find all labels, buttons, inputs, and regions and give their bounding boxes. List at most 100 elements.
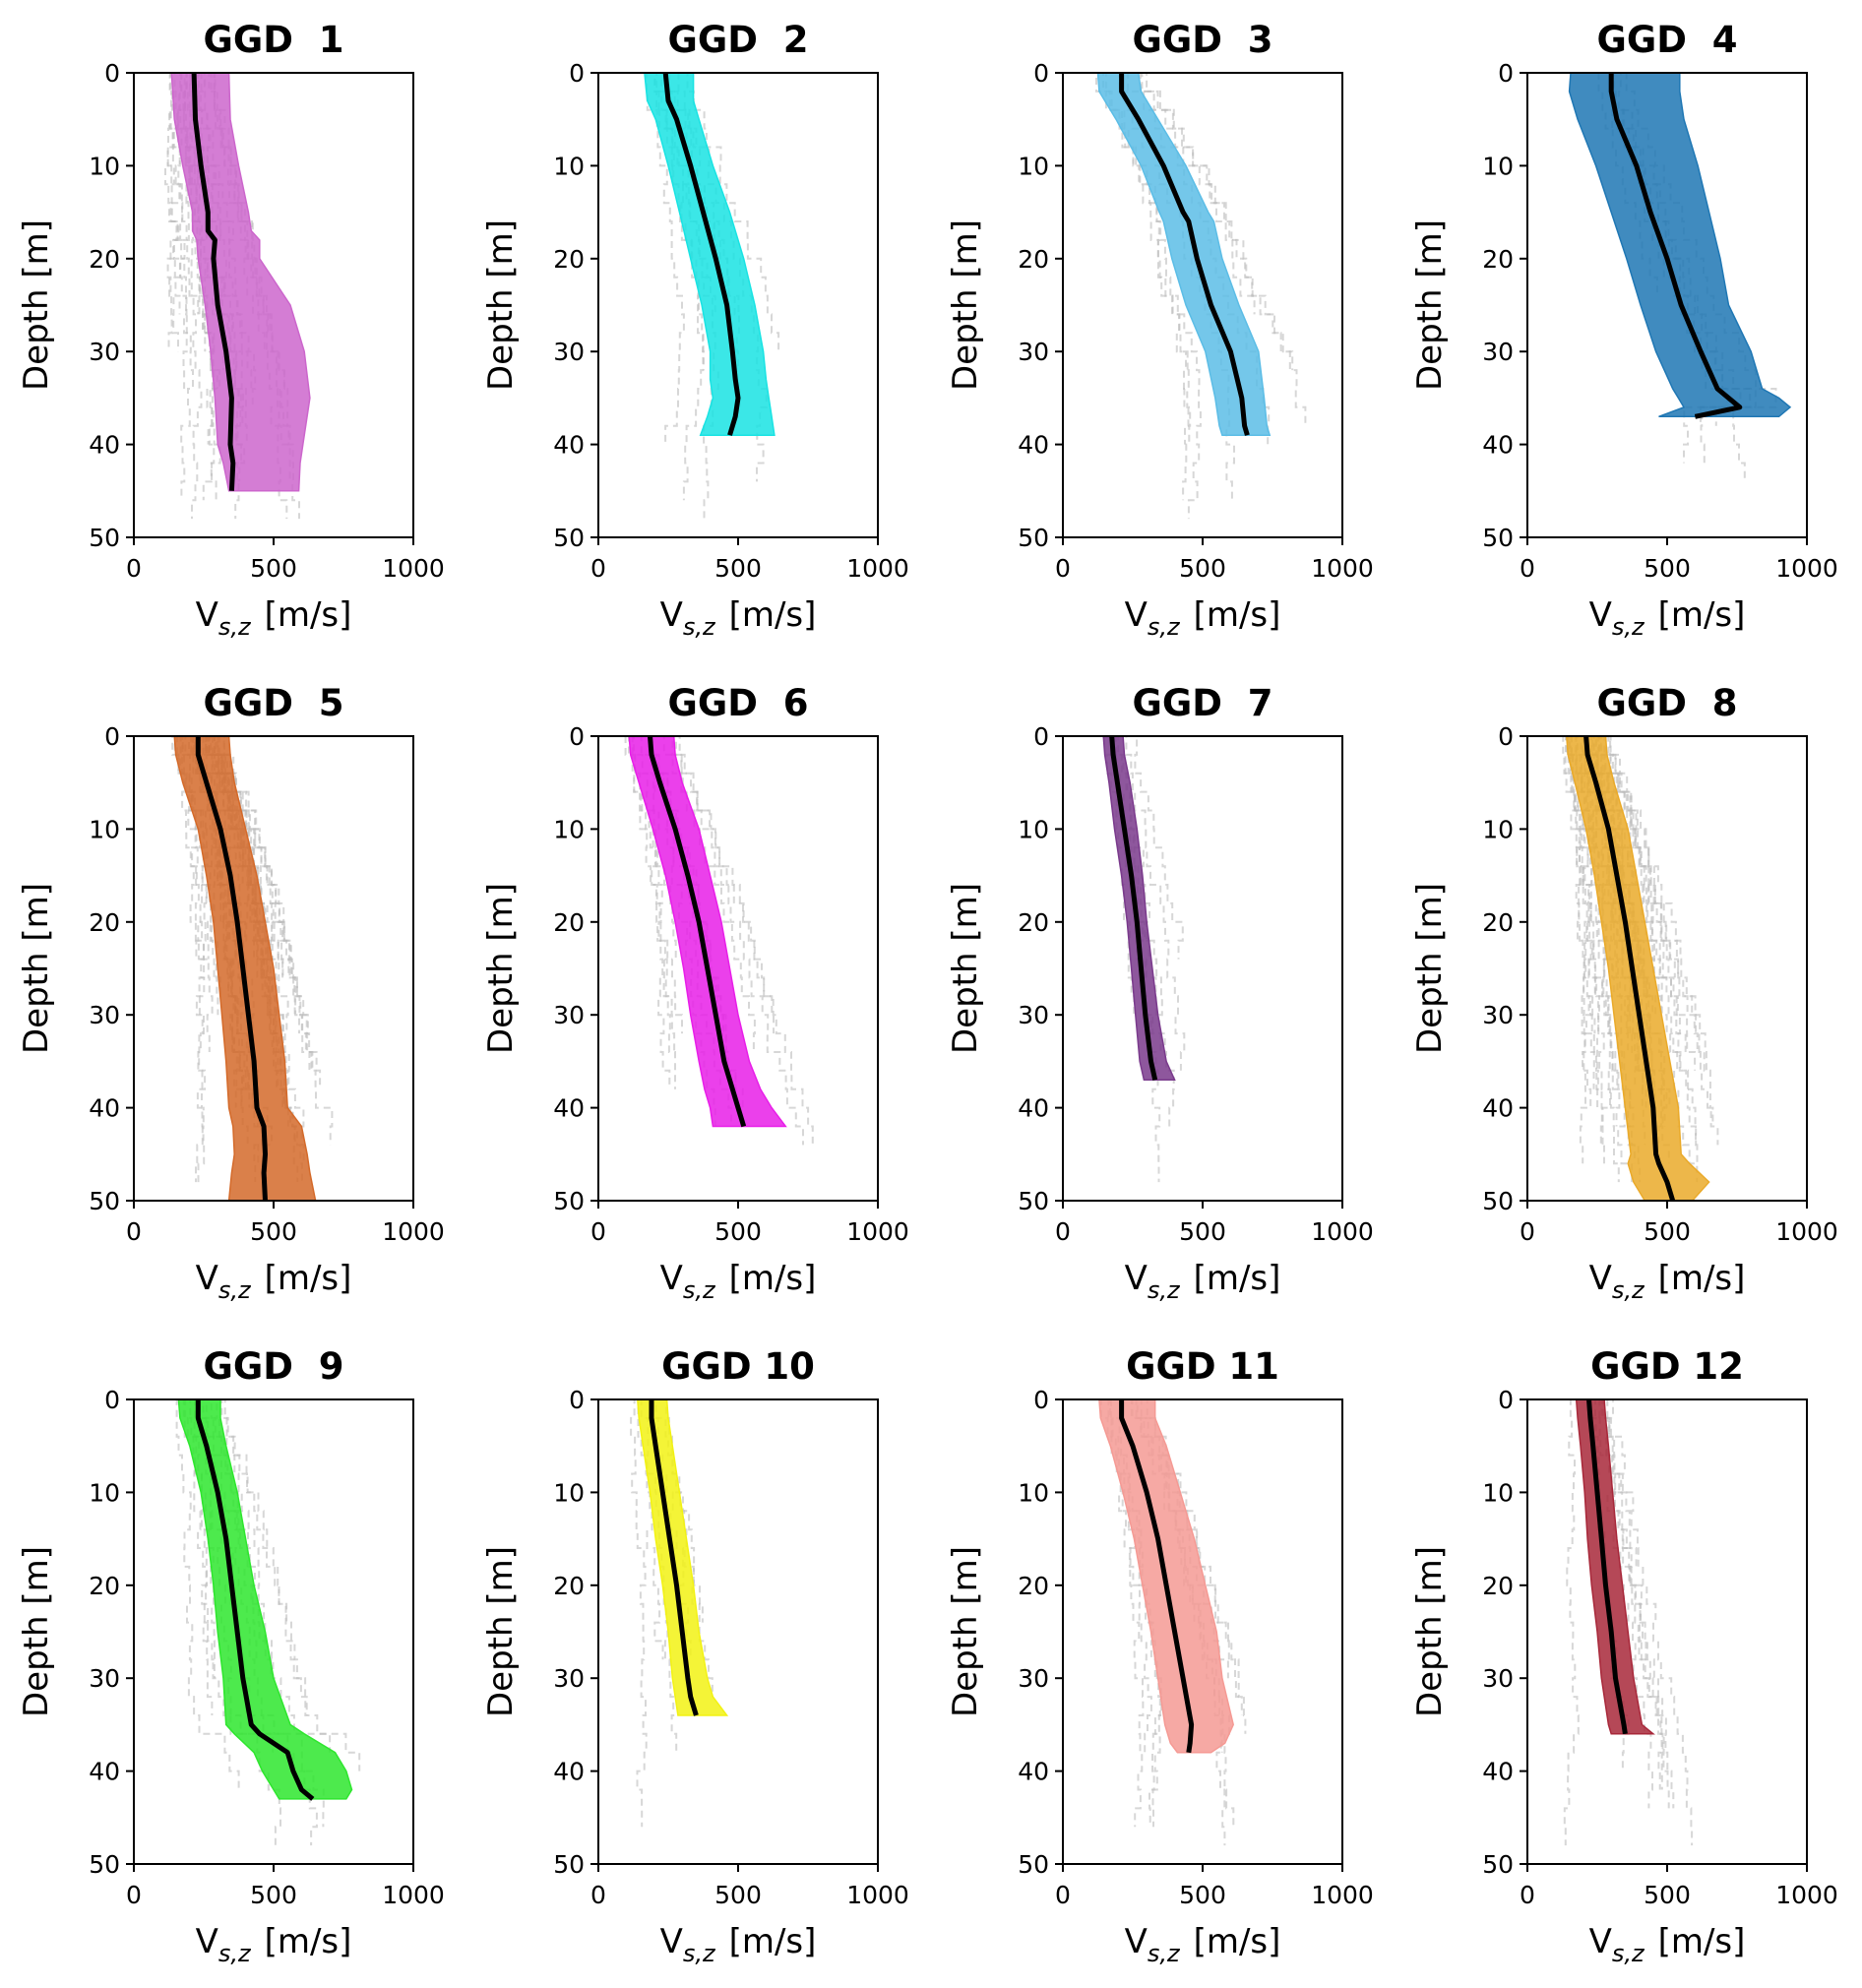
axes-frame <box>597 1398 879 1865</box>
background-profile <box>1144 1399 1243 1715</box>
y-tick-label: 30 <box>1018 1664 1049 1693</box>
median-vs-profile <box>1583 736 1676 1201</box>
x-tick-label: 500 <box>250 1217 297 1246</box>
y-tick-label: 40 <box>89 1758 120 1786</box>
vs-range-band <box>177 1399 353 1800</box>
x-tick-label: 500 <box>1644 1881 1691 1909</box>
x-axis-label: Vs,z [m/s] <box>1125 1259 1281 1304</box>
y-tick-label: 50 <box>89 524 120 552</box>
background-profile <box>1563 1399 1580 1846</box>
x-axis-label-main: V <box>1589 1922 1612 1961</box>
y-tick-label: 30 <box>89 338 120 366</box>
subplot-title: GGD 9 <box>204 1345 344 1388</box>
y-tick-label: 10 <box>1018 152 1049 180</box>
vs-range-band <box>628 736 787 1128</box>
plot-area <box>1568 73 1792 482</box>
plot-area <box>1562 736 1719 1201</box>
x-tick-label: 1000 <box>1775 1217 1838 1246</box>
x-tick-label: 0 <box>126 1881 142 1909</box>
y-tick-label: 50 <box>1482 1850 1514 1879</box>
y-tick-label: 10 <box>1018 815 1049 843</box>
background-profile <box>1567 736 1611 1164</box>
y-tick-label: 50 <box>553 1850 585 1879</box>
background-profile <box>1601 736 1719 1146</box>
median-vs-profile <box>648 736 747 1128</box>
background-profile <box>631 736 683 1034</box>
x-axis-label-unit: [m/s] <box>729 1922 817 1961</box>
y-tick-label: 40 <box>1018 1758 1049 1786</box>
x-axis-label-unit: [m/s] <box>1658 595 1746 635</box>
x-tick-label: 0 <box>1520 1217 1535 1246</box>
y-axis-label: Depth [m] <box>17 219 56 391</box>
x-tick-label: 500 <box>1179 1217 1226 1246</box>
x-axis-label-subscript: s,z <box>1612 613 1645 641</box>
x-tick-label: 1000 <box>1775 1881 1838 1909</box>
vs-range-band <box>1568 73 1792 418</box>
background-profile <box>166 73 179 352</box>
vs-range-band <box>1566 736 1710 1201</box>
background-profile <box>1562 736 1592 1164</box>
x-axis-label-subscript: s,z <box>218 613 252 641</box>
x-axis-label-unit: [m/s] <box>265 595 352 635</box>
y-tick-label: 50 <box>1482 524 1514 552</box>
x-tick-label: 0 <box>1055 1881 1071 1909</box>
x-axis-label-main: V <box>1589 595 1612 635</box>
plot-area <box>624 736 814 1146</box>
y-tick-label: 30 <box>89 1001 120 1029</box>
median-vs-profile <box>1109 736 1158 1081</box>
x-tick-label: 0 <box>1520 1881 1535 1909</box>
axes-frame <box>1526 1398 1808 1865</box>
y-tick-label: 20 <box>1018 908 1049 937</box>
y-axis-label: Depth [m] <box>1410 1546 1450 1717</box>
background-profile <box>1107 1399 1152 1828</box>
x-tick-label: 500 <box>714 554 762 583</box>
x-axis-label-main: V <box>196 595 218 635</box>
y-tick-label: 30 <box>89 1664 120 1693</box>
y-axis-label: Depth [m] <box>946 883 985 1054</box>
plot-area <box>171 736 334 1201</box>
y-tick-label: 20 <box>89 1572 120 1600</box>
vs-range-band <box>170 73 311 492</box>
y-tick-label: 40 <box>1018 431 1049 460</box>
y-tick-label: 10 <box>553 815 585 843</box>
background-profile <box>665 736 804 1146</box>
background-profile <box>1095 73 1192 501</box>
y-tick-label: 0 <box>569 1386 585 1414</box>
x-axis-label-unit: [m/s] <box>265 1922 352 1961</box>
x-axis-label: Vs,z [m/s] <box>1589 1259 1746 1304</box>
subplot-title: GGD 12 <box>1590 1345 1744 1388</box>
background-profile <box>171 73 188 389</box>
subplot-title: GGD 5 <box>204 682 344 724</box>
x-tick-label: 1000 <box>1311 554 1374 583</box>
background-profile <box>221 1399 308 1715</box>
plot-area <box>1563 1399 1694 1846</box>
median-vs-profile <box>662 73 741 436</box>
background-profile <box>206 736 288 1108</box>
y-tick-label: 50 <box>89 1187 120 1215</box>
x-tick-label: 0 <box>590 1881 606 1909</box>
y-tick-label: 0 <box>1498 59 1514 88</box>
x-tick-label: 1000 <box>846 1881 909 1909</box>
x-tick-label: 0 <box>1520 554 1535 583</box>
y-tick-label: 40 <box>1482 1094 1514 1123</box>
x-tick-label: 1000 <box>1775 554 1838 583</box>
vs-range-band <box>644 73 776 436</box>
x-tick-label: 500 <box>714 1217 762 1246</box>
median-vs-profile <box>1119 73 1250 436</box>
background-profile <box>1598 736 1687 1052</box>
subplot-title: GGD 8 <box>1597 682 1738 724</box>
x-axis-label: Vs,z [m/s] <box>1125 595 1281 641</box>
x-axis-label-unit: [m/s] <box>729 1259 817 1298</box>
x-tick-label: 1000 <box>382 554 445 583</box>
background-profile <box>208 736 305 1164</box>
y-tick-label: 20 <box>553 1572 585 1600</box>
x-axis-label-subscript: s,z <box>683 1276 716 1304</box>
background-profile <box>182 1399 214 1715</box>
background-profile <box>1608 1399 1694 1846</box>
y-tick-label: 30 <box>1018 338 1049 366</box>
